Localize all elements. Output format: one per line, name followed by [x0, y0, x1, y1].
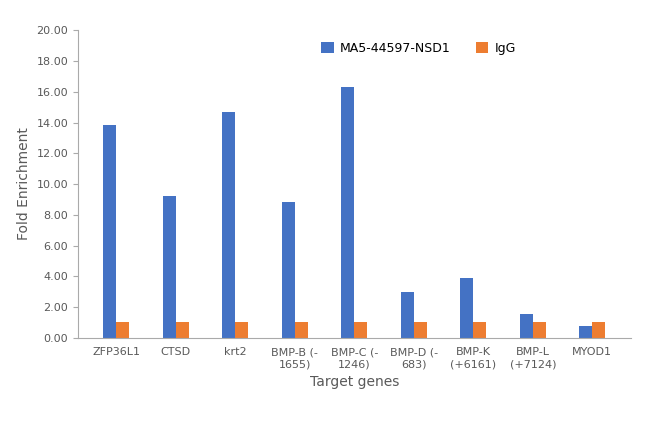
Bar	[294, 322, 308, 338]
Bar	[103, 125, 116, 338]
Bar	[592, 322, 605, 338]
Bar	[341, 87, 354, 338]
Bar	[520, 314, 533, 338]
Bar	[176, 322, 188, 338]
Bar	[579, 326, 592, 338]
Bar	[222, 112, 235, 338]
X-axis label: Target genes: Target genes	[309, 375, 399, 389]
Bar	[235, 322, 248, 338]
Y-axis label: Fold Enrichment: Fold Enrichment	[17, 128, 31, 240]
Bar	[162, 196, 176, 338]
Bar	[281, 202, 294, 338]
Bar	[460, 278, 473, 338]
Bar	[414, 322, 427, 338]
Bar	[533, 322, 546, 338]
Bar	[473, 322, 486, 338]
Bar	[354, 322, 367, 338]
Legend: MA5-44597-NSD1, IgG: MA5-44597-NSD1, IgG	[317, 36, 521, 60]
Bar	[400, 292, 414, 338]
Bar	[116, 322, 129, 338]
